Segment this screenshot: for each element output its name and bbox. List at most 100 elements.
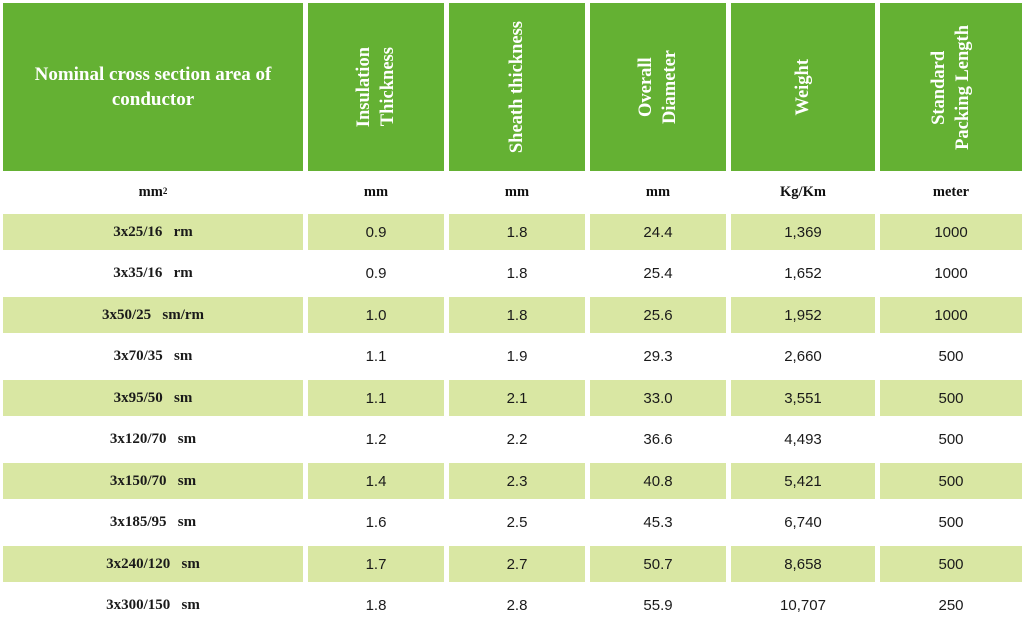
table-cell-insulation: 1.0 [308, 297, 444, 333]
conductor-type: sm [177, 514, 197, 530]
table-cell-diameter: 45.3 [643, 514, 673, 531]
table-cell-diameter: 36.6 [643, 431, 673, 448]
conductor-type: sm [174, 348, 193, 364]
header-sheath-line-1: Sheath thickness [507, 20, 527, 154]
conductor-type: rm [173, 223, 193, 240]
table-cell-sheath: 1.9 [506, 348, 528, 365]
unit-size-base: mm [138, 184, 163, 200]
unit-size-sup: 2 [162, 185, 168, 196]
unit-insulation: mm [363, 184, 389, 200]
table-cell-length: 500 [880, 546, 1022, 582]
header-diameter-line-1: Overall [636, 57, 656, 117]
conductor-type: sm [177, 431, 197, 447]
size-value: 3x95/50 [113, 389, 163, 406]
table-row-size: 3x35/16 rm [3, 256, 303, 292]
header-insulation-line-1: Insulation [354, 46, 374, 128]
table-cell-length: 500 [938, 348, 964, 365]
table-cell-length: 250 [938, 597, 964, 614]
table-row-size: 3x240/120 sm [3, 546, 303, 582]
table-cell-sheath: 1.8 [506, 265, 528, 282]
table-body: 3x25/16 rm 0.9 1.8 24.4 1,369 1000 3x35/16 rm 0… [3, 214, 1022, 629]
table-cell-length: 500 [880, 463, 1022, 499]
size-value: 3x150/70 [109, 472, 167, 489]
conductor-type: sm [174, 389, 193, 406]
table-cell-insulation: 1.6 [365, 514, 387, 531]
header-weight-line-1: Weight [793, 58, 813, 116]
conductor-type: sm [181, 555, 200, 572]
table-cell-diameter: 33.0 [590, 380, 726, 416]
table-row-size: 3x50/25 sm/rm [3, 297, 303, 333]
header-packing-length: Standard Packing Length [880, 3, 1022, 171]
table-cell-insulation: 0.9 [365, 265, 387, 282]
table-cell-length: 1000 [880, 214, 1022, 250]
table-cell-weight: 10,707 [780, 597, 826, 614]
table-row-size: 3x70/35 sm [3, 339, 303, 375]
header-packing-line-2: Packing Length [953, 24, 973, 150]
size-value: 3x120/70 [109, 431, 167, 447]
header-cross-section-line-1: Nominal cross section area of [34, 64, 272, 85]
unit-sheath: mm [504, 184, 530, 200]
table-cell-insulation: 0.9 [308, 214, 444, 250]
table-cell-length: 500 [880, 380, 1022, 416]
table-cell-weight: 4,493 [784, 431, 822, 448]
table-row-size: 3x185/95 sm [3, 505, 303, 541]
unit-length: meter [932, 184, 970, 200]
table-cell-insulation: 1.1 [365, 348, 387, 365]
size-value: 3x35/16 [113, 265, 163, 281]
table-cell-sheath: 1.8 [449, 214, 585, 250]
cable-spec-table: Nominal cross section area of conductor … [3, 3, 1022, 214]
size-value: 3x240/120 [106, 555, 171, 572]
table-cell-diameter: 40.8 [590, 463, 726, 499]
table-cell-weight: 6,740 [784, 514, 822, 531]
table-cell-weight: 1,369 [731, 214, 875, 250]
table-cell-length: 500 [938, 514, 964, 531]
conductor-type: sm [181, 597, 200, 613]
header-weight: Weight [731, 3, 875, 171]
header-overall-diameter: Overall Diameter [590, 3, 726, 171]
table-cell-diameter: 24.4 [590, 214, 726, 250]
unit-weight: Kg/Km [780, 184, 826, 200]
unit-cross-section: mm 2 [3, 171, 303, 214]
header-diameter-line-2: Diameter [660, 50, 680, 124]
table-row-size: 3x25/16 rm [3, 214, 303, 250]
conductor-type: sm [177, 472, 197, 489]
table-row-size: 3x150/70 sm [3, 463, 303, 499]
size-value: 3x25/16 [113, 223, 163, 240]
table-cell-diameter: 25.4 [643, 265, 673, 282]
table-cell-sheath: 1.8 [449, 297, 585, 333]
table-cell-sheath: 2.1 [449, 380, 585, 416]
table-cell-insulation: 1.2 [365, 431, 387, 448]
header-insulation-thickness: Insulation Thickness [308, 3, 444, 171]
table-cell-insulation: 1.8 [365, 597, 387, 614]
header-packing-line-1: Standard [929, 49, 949, 125]
conductor-type: rm [173, 265, 193, 281]
table-cell-length: 1000 [934, 265, 968, 282]
table-cell-sheath: 2.3 [449, 463, 585, 499]
table-cell-weight: 5,421 [731, 463, 875, 499]
header-insulation-line-2: Thickness [378, 47, 398, 127]
table-cell-sheath: 2.2 [506, 431, 528, 448]
table-cell-diameter: 50.7 [590, 546, 726, 582]
table-row-size: 3x95/50 sm [3, 380, 303, 416]
table-cell-sheath: 2.8 [506, 597, 528, 614]
table-cell-insulation: 1.4 [308, 463, 444, 499]
unit-diameter: mm [645, 184, 671, 200]
table-cell-weight: 2,660 [784, 348, 822, 365]
table-cell-sheath: 2.5 [506, 514, 528, 531]
table-cell-weight: 3,551 [731, 380, 875, 416]
table-row-size: 3x300/150 sm [3, 588, 303, 624]
size-value: 3x185/95 [109, 514, 167, 530]
table-cell-weight: 8,658 [731, 546, 875, 582]
header-sheath-thickness: Sheath thickness [449, 3, 585, 171]
size-value: 3x50/25 [101, 306, 152, 323]
table-cell-sheath: 2.7 [449, 546, 585, 582]
table-cell-length: 500 [938, 431, 964, 448]
table-cell-diameter: 25.6 [590, 297, 726, 333]
table-cell-weight: 1,652 [784, 265, 822, 282]
table-cell-insulation: 1.7 [308, 546, 444, 582]
table-cell-diameter: 55.9 [643, 597, 673, 614]
table-cell-weight: 1,952 [731, 297, 875, 333]
header-cross-section-line-2: conductor [111, 89, 195, 110]
table-cell-insulation: 1.1 [308, 380, 444, 416]
size-value: 3x70/35 [113, 348, 163, 364]
